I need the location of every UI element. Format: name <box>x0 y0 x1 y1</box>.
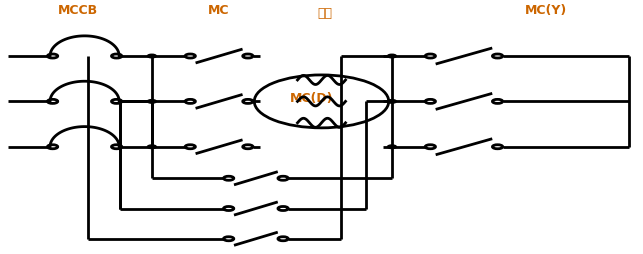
Circle shape <box>278 237 288 241</box>
Circle shape <box>185 145 195 149</box>
Circle shape <box>185 55 195 59</box>
Circle shape <box>493 55 503 59</box>
Circle shape <box>147 100 156 104</box>
Circle shape <box>388 146 396 149</box>
Circle shape <box>147 55 156 59</box>
Circle shape <box>111 145 122 149</box>
Circle shape <box>243 100 253 104</box>
Circle shape <box>388 100 396 104</box>
Circle shape <box>48 145 58 149</box>
Circle shape <box>243 55 253 59</box>
Circle shape <box>48 100 58 104</box>
Circle shape <box>224 237 234 241</box>
Circle shape <box>243 145 253 149</box>
Circle shape <box>388 55 396 59</box>
Circle shape <box>278 177 288 181</box>
Text: MCCB: MCCB <box>58 4 98 17</box>
Circle shape <box>425 55 435 59</box>
Circle shape <box>493 100 503 104</box>
Text: MC(Y): MC(Y) <box>525 4 566 17</box>
Circle shape <box>48 55 58 59</box>
Circle shape <box>111 55 122 59</box>
Text: MC(D): MC(D) <box>290 92 334 105</box>
Text: 모터: 모터 <box>317 7 332 20</box>
Circle shape <box>111 100 122 104</box>
Circle shape <box>425 145 435 149</box>
Circle shape <box>224 177 234 181</box>
Circle shape <box>493 145 503 149</box>
Circle shape <box>185 100 195 104</box>
Text: MC: MC <box>208 4 230 17</box>
Circle shape <box>425 100 435 104</box>
Circle shape <box>224 207 234 211</box>
Circle shape <box>278 207 288 211</box>
Circle shape <box>147 146 156 149</box>
